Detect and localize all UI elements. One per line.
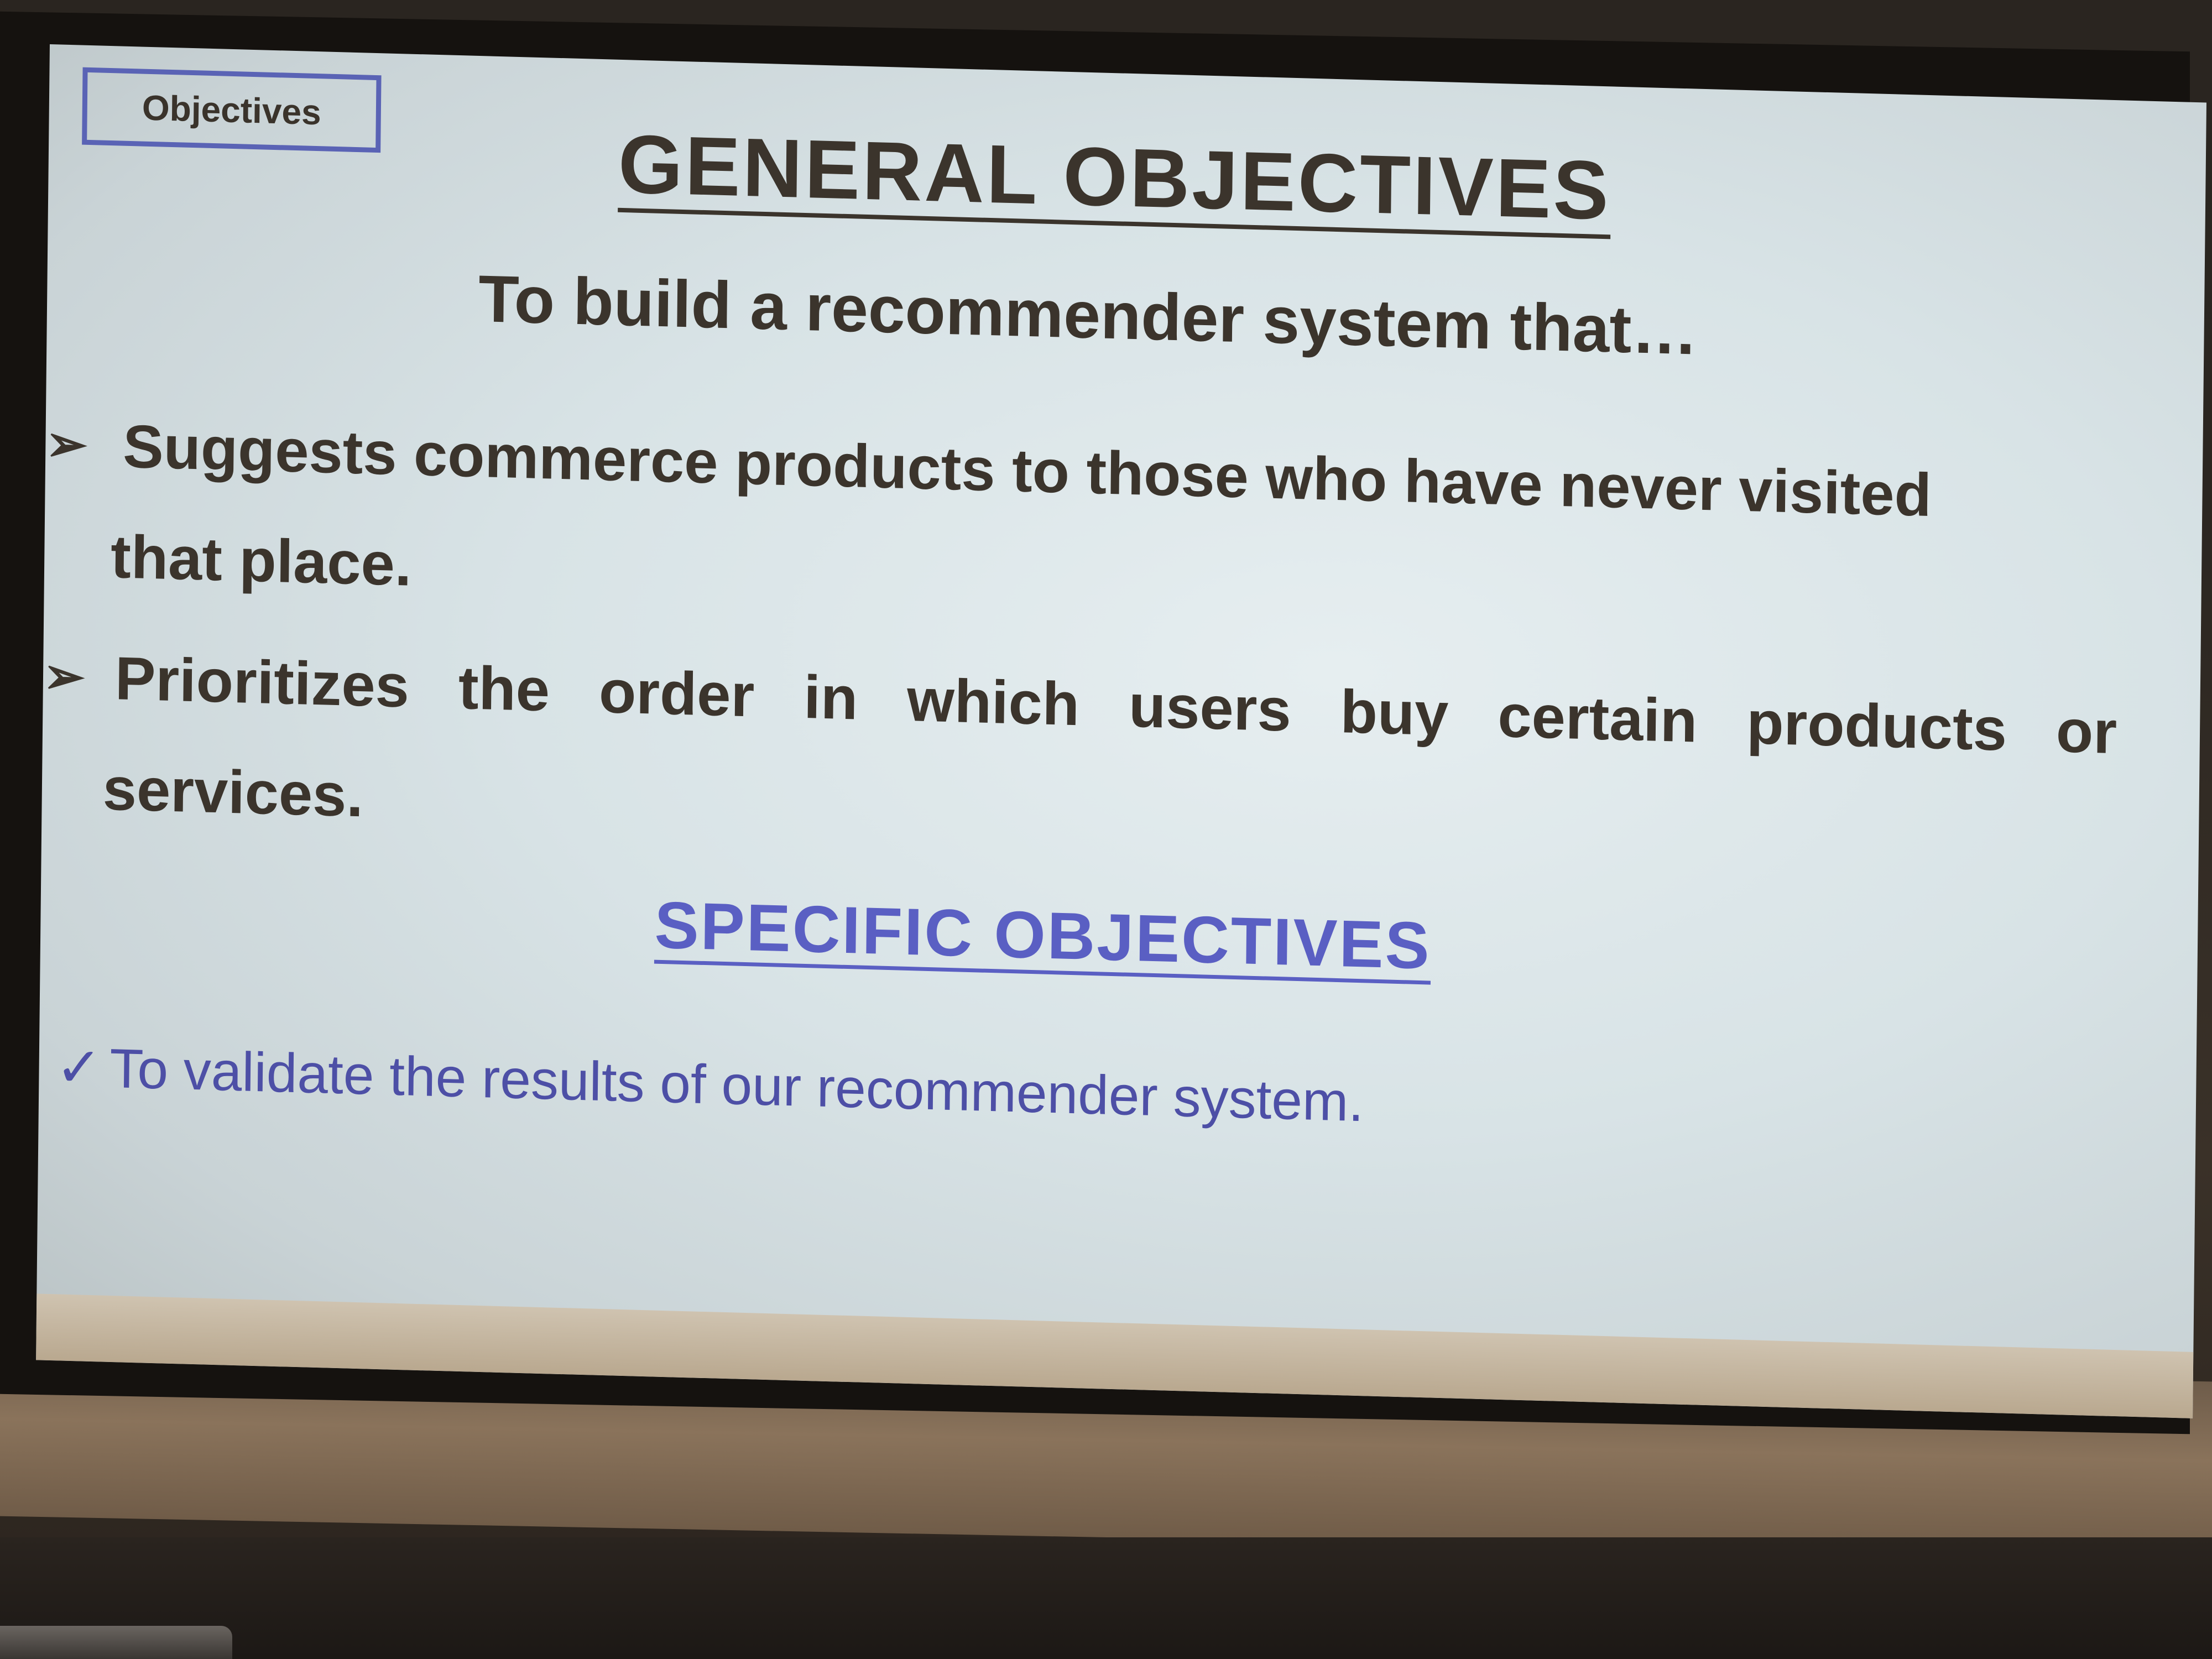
bullet-text-line2: that place. bbox=[110, 523, 413, 599]
arrowhead-bullet-icon: ➢ bbox=[45, 416, 88, 473]
bullet-text-line2: services. bbox=[102, 754, 364, 830]
general-objective-item: ➢ Suggests commerce products to those wh… bbox=[45, 409, 2037, 599]
general-objectives-title: GENERAL OBJECTIVES bbox=[618, 117, 1611, 239]
specific-objectives-title: SPECIFIC OBJECTIVES bbox=[654, 888, 1431, 985]
arrowhead-bullet-icon: ➢ bbox=[43, 648, 85, 705]
general-objective-item: ➢ Prioritizes the order in which users b… bbox=[43, 641, 2123, 830]
general-objectives-subtitle: To build a recommender system that… bbox=[478, 262, 1699, 369]
bullet-text-line1: Prioritizes the order in which users buy… bbox=[114, 644, 2117, 767]
section-badge: Objectives bbox=[82, 67, 382, 153]
foreground-object bbox=[0, 1626, 232, 1659]
specific-objective-text: To validate the results of our recommend… bbox=[109, 1037, 1364, 1134]
projected-slide: Objectives GENERAL OBJECTIVES To build a… bbox=[36, 44, 2207, 1418]
bullet-text-line1: Suggests commerce products to those who … bbox=[122, 412, 1932, 530]
lower-wall bbox=[0, 1537, 2212, 1659]
checkmark-icon: ✓ bbox=[55, 1036, 103, 1099]
section-badge-label: Objectives bbox=[142, 87, 322, 133]
specific-objective-item: ✓ To validate the results of our recommen… bbox=[55, 1034, 1364, 1134]
